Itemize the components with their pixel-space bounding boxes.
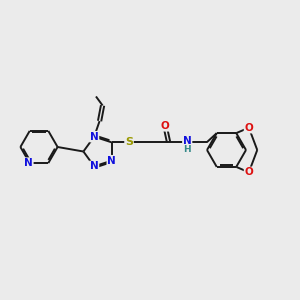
Text: N: N (183, 136, 192, 146)
Text: N: N (90, 161, 99, 171)
Text: N: N (107, 156, 116, 166)
Text: N: N (24, 158, 33, 168)
Text: N: N (90, 132, 99, 142)
Text: O: O (244, 167, 253, 177)
Text: H: H (183, 145, 191, 154)
Text: S: S (125, 137, 133, 147)
Text: O: O (244, 123, 253, 133)
Text: O: O (160, 121, 169, 131)
